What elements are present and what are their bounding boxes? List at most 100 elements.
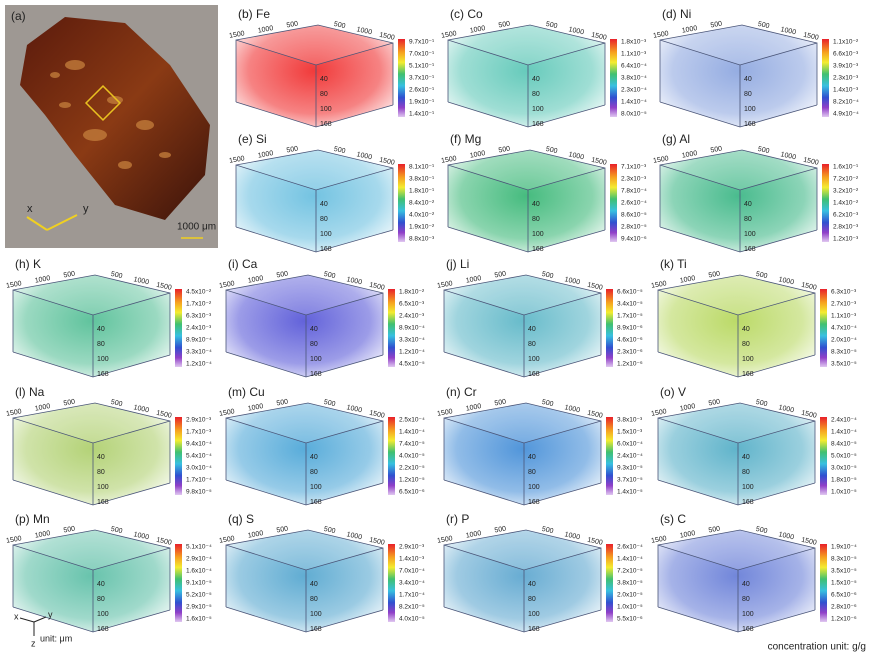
cube-tick-label: 100 [528,611,540,618]
cube-top [13,403,170,443]
colorbar-label: 6.2x10⁻³ [833,212,859,219]
cube-tick-label: 168 [528,371,540,378]
cube-tick-label: 80 [532,91,540,98]
colorbar-label: 9.3x10⁻⁵ [617,465,643,472]
cube-edge [12,529,171,549]
axis-key: x y z unit: μm [14,609,72,648]
cube-tick-label: 1000 [679,275,696,285]
cube-tick-label: 1000 [780,26,797,36]
cube-tick-label: 500 [276,270,289,279]
cube-edge [225,274,384,294]
y-axis-label: y [83,203,89,215]
cube-edge [659,149,818,169]
cube-tick-label: 500 [755,526,768,535]
cube-top [226,275,383,315]
colorbar-label: 2.0x10⁻⁴ [831,337,857,344]
colorbar-label: 8.4x10⁻² [409,200,435,207]
cube-tick-label: 100 [742,611,754,618]
colorbar-label: 1.7x10⁻⁵ [617,313,643,320]
colorbar-label: 1.6x10⁻¹ [833,164,859,171]
colorbar-label: 3.2x10⁻² [833,188,859,195]
colorbar [398,164,405,242]
cube-tick-label: 168 [744,246,756,253]
element-panel: 1500 1000 500 500 1000 1500 40 80 100 168 (k) Ti 6.… [651,257,857,378]
colorbar-label: 9.1x10⁻⁵ [186,580,212,587]
cube-tick-label: 1000 [34,530,51,540]
cube-tick-label: 1000 [133,404,150,414]
cube-tick-label: 80 [742,341,750,348]
cube-tick-label: 1000 [465,530,482,540]
cube-tick-label: 1000 [247,275,264,285]
colorbar-label: 1.1x10⁻² [833,39,859,46]
cube-tick-label: 1000 [257,25,274,35]
colorbar [175,417,182,495]
x-axis-label: x [27,203,33,215]
cube-tick-label: 168 [742,371,754,378]
cube-tick-label: 40 [742,581,750,588]
panel-label: (k) Ti [660,257,687,271]
rock-speck [159,152,171,158]
cube-tick-label: 500 [541,399,554,408]
colorbar-label: 1.8x10⁻³ [621,39,647,46]
cube-tick-label: 500 [333,21,346,30]
cube-tick-label: 168 [310,626,322,633]
cube-volume [236,150,393,252]
colorbar [606,289,613,367]
cube-edge [657,402,816,422]
panel-label: (d) Ni [662,7,691,21]
cube-tick-label: 1000 [564,531,581,541]
cube-tick-label: 1000 [681,25,698,35]
colorbar [820,289,827,367]
key-arrow [33,616,47,623]
rock-speck [136,120,154,130]
cube-tick-label: 500 [286,20,299,29]
cube-tick-label: 168 [320,121,332,128]
colorbar-label: 7.1x10⁻³ [621,164,647,171]
colorbar-label: 5.1x10⁻¹ [409,63,435,70]
colorbar-label: 1.9x10⁻⁴ [831,544,857,551]
cube-tick-label: 1500 [437,535,454,545]
cube-tick-label: 500 [110,399,123,408]
cube-tick-label: 100 [742,484,754,491]
panel-label: (l) Na [15,385,45,399]
cube-edge [443,274,602,294]
colorbar-label: 8.2x10⁻⁴ [833,99,859,106]
cube-volume [660,150,817,252]
colorbar-label: 8.8x10⁻³ [409,236,435,243]
element-panel: 1500 1000 500 500 1000 1500 40 80 100 168 (f) Mg 7.… [441,132,647,253]
colorbar-label: 3.4x10⁻⁵ [617,301,643,308]
colorbar-label: 2.8x10⁻⁶ [831,604,857,611]
colorbar-label: 1.2x10⁻⁴ [186,361,212,368]
colorbar-label: 3.8x10⁻⁵ [617,580,643,587]
colorbar-label: 7.2x10⁻⁵ [617,568,643,575]
colorbar-label: 4.6x10⁻⁶ [617,337,643,344]
panel-label: (i) Ca [228,257,258,271]
colorbar-label: 9.7x10⁻¹ [409,39,435,46]
cube-tick-label: 168 [742,499,754,506]
panel-label: (q) S [228,512,254,526]
cube-tick-label: 500 [541,271,554,280]
colorbar-label: 8.9x10⁻⁶ [617,325,643,332]
colorbar-label: 1.7x10⁻⁴ [186,477,212,484]
cube-tick-label: 100 [97,484,109,491]
cube-tick-label: 80 [744,216,752,223]
colorbar-label: 7.0x10⁻¹ [409,51,435,58]
cube-tick-label: 80 [310,341,318,348]
cube-tick-label: 500 [63,398,76,407]
colorbar-label: 3.3x10⁻⁴ [399,337,425,344]
cube-top [448,25,605,65]
cube-tick-label: 40 [97,581,105,588]
colorbar [610,39,617,117]
cube-edge [225,402,384,422]
cube-tick-label: 100 [744,106,756,113]
cube-tick-label: 1000 [564,276,581,286]
colorbar-label: 2.8x10⁻³ [833,224,859,231]
colorbar [398,39,405,117]
colorbar [606,544,613,622]
colorbar-label: 2.4x10⁻⁴ [831,417,857,424]
cube-tick-label: 40 [532,76,540,83]
cube-edge [235,24,394,44]
cube-tick-label: 168 [528,626,540,633]
colorbar-label: 6.3x10⁻³ [186,313,212,320]
